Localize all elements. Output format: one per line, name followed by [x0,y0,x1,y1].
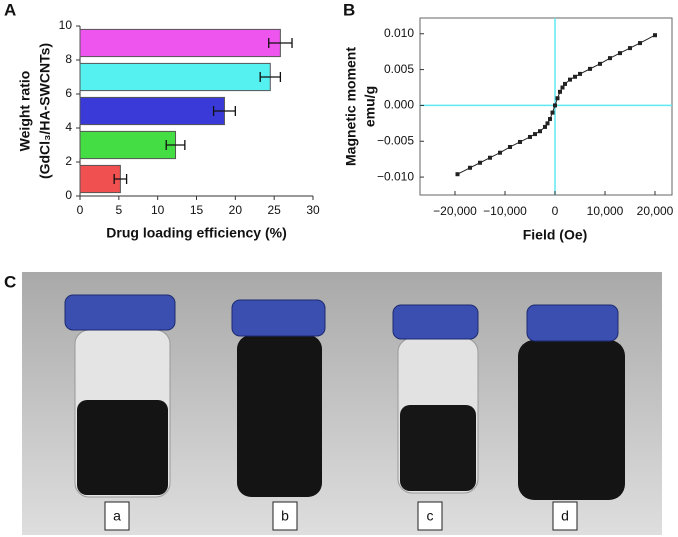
marker [578,71,582,76]
marker [568,77,572,82]
photo-label: d [561,508,569,524]
error-bar [212,106,236,116]
bar [79,96,225,126]
x-tick-label: 15 [190,203,204,217]
photo-label: b [281,508,289,524]
marker [558,89,562,94]
label-box [417,501,443,531]
marker [555,96,560,101]
photo: a b c d [22,272,662,535]
bar [79,28,281,58]
marker [478,160,482,165]
y-axis-label: Weight ratio [17,71,33,152]
y-tick-label: 2 [65,154,72,168]
x-tick-label: −20,000 [433,204,477,218]
y-tick-label: 6 [65,86,72,100]
y-tick-label: 0.000 [384,98,414,112]
marker [553,103,557,108]
x-axis-label: Field (Oe) [523,227,588,243]
x-tick-label: 0 [77,203,84,217]
marker [563,81,567,86]
label-box [552,501,578,531]
x-tick-label: 0 [552,204,559,218]
panel-label: B [343,0,355,19]
bar [79,130,177,160]
marker [528,134,532,139]
marker [508,144,512,149]
marker [543,124,547,129]
x-tick-label: 10,000 [587,204,624,218]
marker [573,74,577,79]
error-bar [259,72,282,82]
plot-frame [419,17,673,196]
marker [548,117,552,122]
y-tick-label: 10 [59,18,73,32]
marker [638,41,642,46]
y-tick-label: 0.005 [384,62,414,76]
error-bar [268,38,293,48]
y-axis-label: (GdCl₃/HA-SWCNTs) [37,43,53,179]
x-tick-label: 25 [267,203,281,217]
y-tick-label: −0.010 [377,169,414,183]
marker [538,129,542,134]
marker [518,139,522,144]
label-box [104,501,130,531]
panel-label: C [4,272,16,291]
x-tick-label: 20,000 [637,204,674,218]
y-axis-label: emu/g [362,86,378,127]
x-axis-label: Drug loading efficiency (%) [106,225,286,241]
x-tick-label: −10,000 [483,204,527,218]
error-bar [113,174,128,184]
y-tick-label: 8 [65,52,72,66]
x-tick-label: 5 [115,203,122,217]
marker [653,33,657,38]
marker [498,150,502,155]
y-tick-label: 0.010 [384,26,414,40]
photo-label: c [427,508,434,524]
x-tick-label: 30 [306,203,320,217]
photo-label: a [113,508,121,524]
bar [79,62,271,92]
marker [488,155,492,160]
marker [588,66,592,71]
y-tick-label: −0.005 [377,133,414,147]
marker [455,172,460,177]
y-axis-label: Magnetic moment [343,47,359,166]
marker [618,51,622,56]
marker [468,165,472,170]
x-tick-label: 20 [229,203,243,217]
panel-label: A [4,0,16,19]
y-tick-label: 4 [65,120,72,134]
y-tick-label: 0 [65,188,72,202]
marker [598,61,602,66]
marker [628,46,632,51]
x-tick-label: 10 [151,203,165,217]
marker [545,121,550,126]
marker [550,110,555,115]
error-bar [165,140,186,150]
marker [560,85,565,90]
marker [608,56,612,61]
marker [533,132,537,137]
label-box [272,501,298,531]
